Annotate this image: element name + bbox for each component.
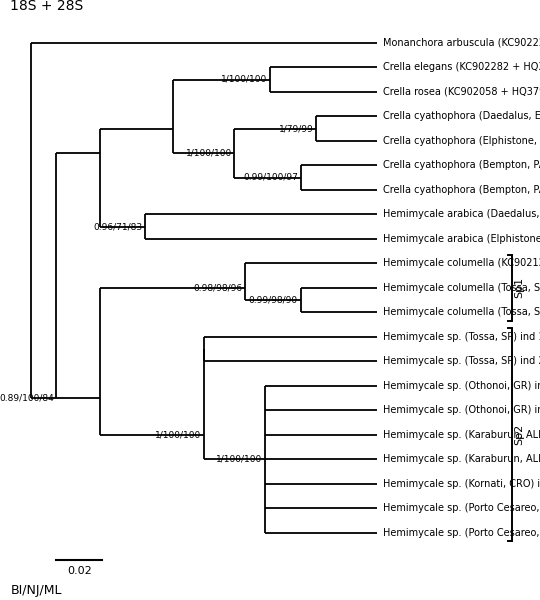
Text: Hemimycale sp. (Kornati, CRO) ind 7: Hemimycale sp. (Kornati, CRO) ind 7: [383, 479, 540, 489]
Text: Sp2: Sp2: [514, 424, 524, 445]
Text: 1/100/100: 1/100/100: [155, 430, 201, 439]
Text: Hemimycale sp. (Porto Cesareo, IT) ind 8: Hemimycale sp. (Porto Cesareo, IT) ind 8: [383, 503, 540, 513]
Text: Hemimycale sp. (Othonoi, GR) ind 3: Hemimycale sp. (Othonoi, GR) ind 3: [383, 381, 540, 391]
Text: Hemimycale sp. (Karaburun, ALB) ind 6: Hemimycale sp. (Karaburun, ALB) ind 6: [383, 454, 540, 464]
Text: Crella cyathophora (Bempton, PAC) ind3: Crella cyathophora (Bempton, PAC) ind3: [383, 160, 540, 170]
Text: Crella elegans (KC902282 + HQ393898.1): Crella elegans (KC902282 + HQ393898.1): [383, 62, 540, 72]
Text: 1/100/100: 1/100/100: [216, 455, 262, 464]
Text: Crella cyathophora (Daedalus, EG) ind1: Crella cyathophora (Daedalus, EG) ind1: [383, 111, 540, 121]
Text: Hemimycale sp. (Tossa, SP) ind 1: Hemimycale sp. (Tossa, SP) ind 1: [383, 332, 540, 342]
Text: Crella cyathophora (Bempton, PAC) ind4: Crella cyathophora (Bempton, PAC) ind4: [383, 185, 540, 195]
Text: 1/100/100: 1/100/100: [186, 148, 232, 157]
Text: BI/NJ/ML: BI/NJ/ML: [10, 584, 62, 597]
Text: Hemimycale arabica (Elphistone, EG) ind 2: Hemimycale arabica (Elphistone, EG) ind …: [383, 234, 540, 244]
Text: Hemimycale sp. (Karaburun, ALB) ind 5: Hemimycale sp. (Karaburun, ALB) ind 5: [383, 430, 540, 440]
Text: Crella rosea (KC902058 + HQ379299.1): Crella rosea (KC902058 + HQ379299.1): [383, 87, 540, 97]
Text: Hemimycale arabica (Daedalus, EG) ind 1: Hemimycale arabica (Daedalus, EG) ind 1: [383, 209, 540, 219]
Text: 0.02: 0.02: [67, 566, 92, 576]
Text: Sp1: Sp1: [514, 277, 524, 298]
Text: 18S + 28S: 18S + 28S: [10, 0, 84, 13]
Text: 0.99/100/97: 0.99/100/97: [243, 173, 298, 182]
Text: 0.96/71/83: 0.96/71/83: [93, 222, 143, 231]
Text: 1/79/99: 1/79/99: [279, 124, 313, 133]
Text: Hemimycale columella (Tossa, SP) ind 2: Hemimycale columella (Tossa, SP) ind 2: [383, 307, 540, 317]
Text: Hemimycale sp. (Tossa, SP) ind 2: Hemimycale sp. (Tossa, SP) ind 2: [383, 356, 540, 366]
Text: Hemimycale columella (KC902127 + HQ379300 ): Hemimycale columella (KC902127 + HQ37930…: [383, 258, 540, 268]
Text: 0.98/98/96: 0.98/98/96: [193, 283, 242, 292]
Text: Hemimycale sp. (Porto Cesareo, IT) ind 9: Hemimycale sp. (Porto Cesareo, IT) ind 9: [383, 528, 540, 538]
Text: Monanchora arbuscula (KC902225.1+ KC869447.1): Monanchora arbuscula (KC902225.1+ KC8694…: [383, 38, 540, 48]
Text: 0.99/98/90: 0.99/98/90: [249, 295, 298, 304]
Text: 1/100/100: 1/100/100: [221, 75, 267, 84]
Text: Crella cyathophora (Elphistone, EG) ind2: Crella cyathophora (Elphistone, EG) ind2: [383, 136, 540, 146]
Text: 0.89/100/84: 0.89/100/84: [0, 394, 54, 403]
Text: Hemimycale sp. (Othonoi, GR) ind 4: Hemimycale sp. (Othonoi, GR) ind 4: [383, 405, 540, 415]
Text: Hemimycale columella (Tossa, SP) ind 1: Hemimycale columella (Tossa, SP) ind 1: [383, 283, 540, 293]
